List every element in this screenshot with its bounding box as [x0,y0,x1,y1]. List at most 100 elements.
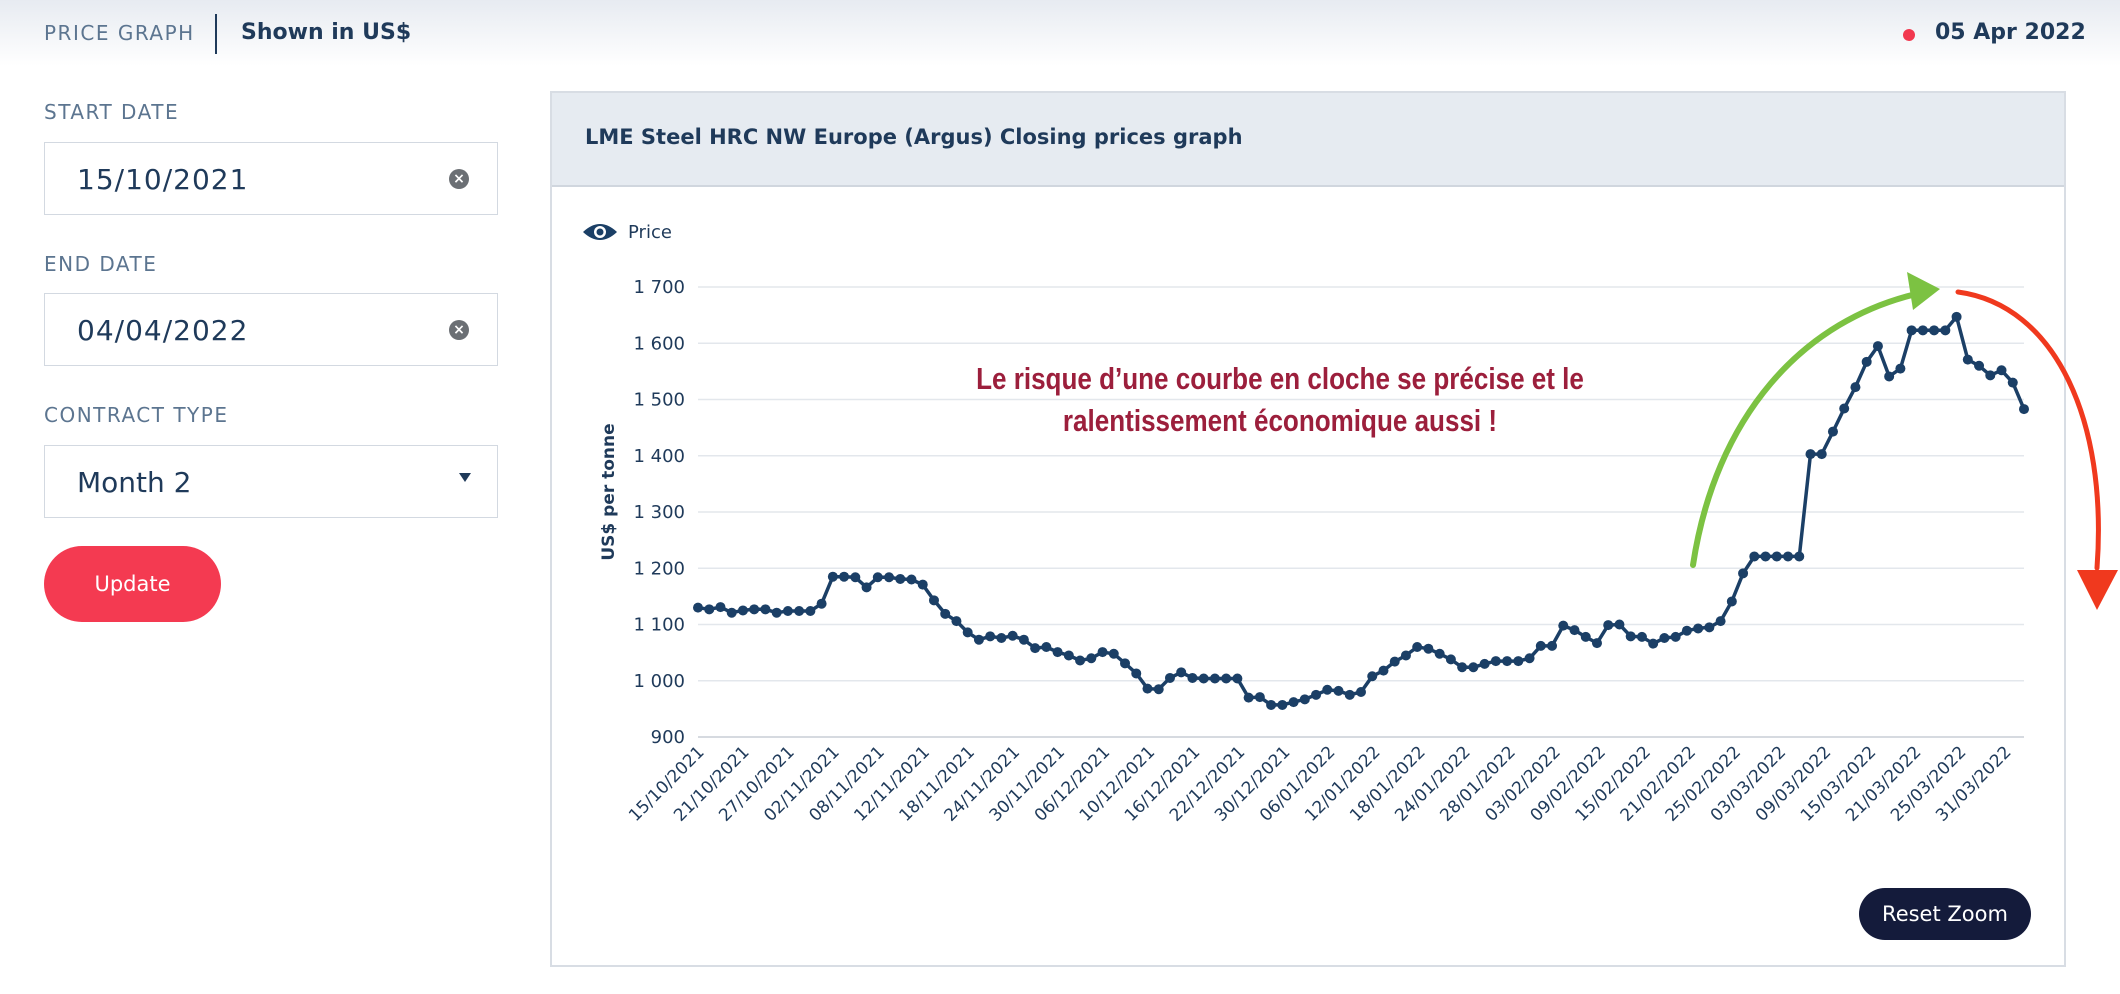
data-point[interactable] [917,579,928,590]
data-point[interactable] [1400,650,1411,661]
data-point[interactable] [1389,656,1400,667]
data-point[interactable] [771,607,782,618]
data-point[interactable] [760,604,771,615]
data-point[interactable] [1670,631,1681,642]
data-point[interactable] [1681,625,1692,636]
data-point[interactable] [951,616,962,627]
data-point[interactable] [1434,648,1445,659]
data-point[interactable] [704,604,715,615]
data-point[interactable] [2019,404,2029,415]
start-date-value[interactable]: 15/10/2021 [77,163,249,196]
data-point[interactable] [816,598,827,609]
data-point[interactable] [1367,671,1378,682]
data-point[interactable] [1861,356,1872,367]
data-point[interactable] [1052,647,1063,658]
data-point[interactable] [1412,642,1423,652]
data-point[interactable] [1816,449,1827,460]
data-point[interactable] [996,633,1007,643]
data-point[interactable] [1457,662,1468,673]
data-point[interactable] [985,631,996,642]
data-point[interactable] [2007,377,2018,388]
data-point[interactable] [1311,689,1322,700]
end-date-field[interactable]: 04/04/2022 × [44,293,498,366]
data-point[interactable] [1704,622,1715,633]
data-point[interactable] [884,572,895,583]
data-point[interactable] [1839,403,1850,414]
data-point[interactable] [1580,631,1591,642]
data-point[interactable] [1333,685,1344,696]
data-point[interactable] [1513,656,1524,667]
data-point[interactable] [1423,643,1434,654]
data-point[interactable] [1344,689,1355,700]
data-point[interactable] [1715,616,1726,627]
data-point[interactable] [1086,653,1097,664]
data-point[interactable] [1603,620,1614,631]
data-point[interactable] [861,582,872,593]
data-point[interactable] [1153,684,1164,695]
end-date-value[interactable]: 04/04/2022 [77,314,249,347]
data-point[interactable] [1502,656,1513,667]
data-point[interactable] [1917,325,1928,336]
data-point[interactable] [1614,619,1625,630]
data-point[interactable] [1254,692,1265,703]
data-point[interactable] [1535,640,1546,651]
data-point[interactable] [1142,683,1153,694]
data-point[interactable] [1198,673,1209,684]
data-point[interactable] [1805,449,1816,460]
data-point[interactable] [1131,668,1142,679]
data-point[interactable] [715,602,726,613]
data-point[interactable] [1018,634,1029,645]
data-point[interactable] [1771,551,1782,562]
data-point[interactable] [1794,551,1805,562]
data-point[interactable] [839,571,850,582]
data-point[interactable] [1007,630,1018,641]
data-point[interactable] [962,627,973,638]
data-point[interactable] [749,604,760,615]
data-point[interactable] [1030,643,1041,654]
data-point[interactable] [1063,650,1074,661]
data-point[interactable] [1827,426,1838,437]
data-point[interactable] [928,595,939,606]
data-point[interactable] [1322,684,1333,695]
data-point[interactable] [1547,640,1558,651]
data-point[interactable] [1895,363,1906,374]
data-point[interactable] [1951,311,1962,322]
data-point[interactable] [794,606,805,616]
data-point[interactable] [1760,551,1771,562]
data-point[interactable] [1625,631,1636,642]
data-point[interactable] [1884,371,1895,382]
data-point[interactable] [782,606,793,616]
contract-type-select[interactable]: Month 2 [44,445,498,518]
data-point[interactable] [1164,672,1175,683]
data-point[interactable] [1299,694,1310,705]
data-point[interactable] [940,608,951,619]
data-point[interactable] [895,573,906,584]
data-point[interactable] [906,574,917,585]
data-point[interactable] [1974,360,1985,371]
data-point[interactable] [805,606,816,616]
data-point[interactable] [1221,673,1232,684]
data-point[interactable] [1209,673,1220,684]
data-point[interactable] [1266,699,1277,710]
data-point[interactable] [1277,699,1288,710]
clear-start-date-icon[interactable]: × [449,169,469,189]
data-point[interactable] [1041,642,1052,652]
data-point[interactable] [1636,631,1647,642]
data-point[interactable] [1558,620,1569,631]
dropdown-caret-icon[interactable] [459,473,471,482]
data-point[interactable] [1591,638,1602,649]
data-point[interactable] [1749,551,1760,562]
data-point[interactable] [1524,653,1535,664]
data-point[interactable] [850,572,861,583]
data-point[interactable] [1378,665,1389,676]
data-point[interactable] [1906,325,1917,336]
data-point[interactable] [827,571,838,582]
data-point[interactable] [1075,655,1086,666]
data-point[interactable] [1659,633,1670,643]
reset-zoom-button[interactable]: Reset Zoom [1859,888,2031,940]
clear-end-date-icon[interactable]: × [449,320,469,340]
data-point[interactable] [1693,623,1704,634]
data-point[interactable] [726,607,737,618]
data-point[interactable] [1872,341,1883,352]
data-point[interactable] [1356,687,1366,697]
